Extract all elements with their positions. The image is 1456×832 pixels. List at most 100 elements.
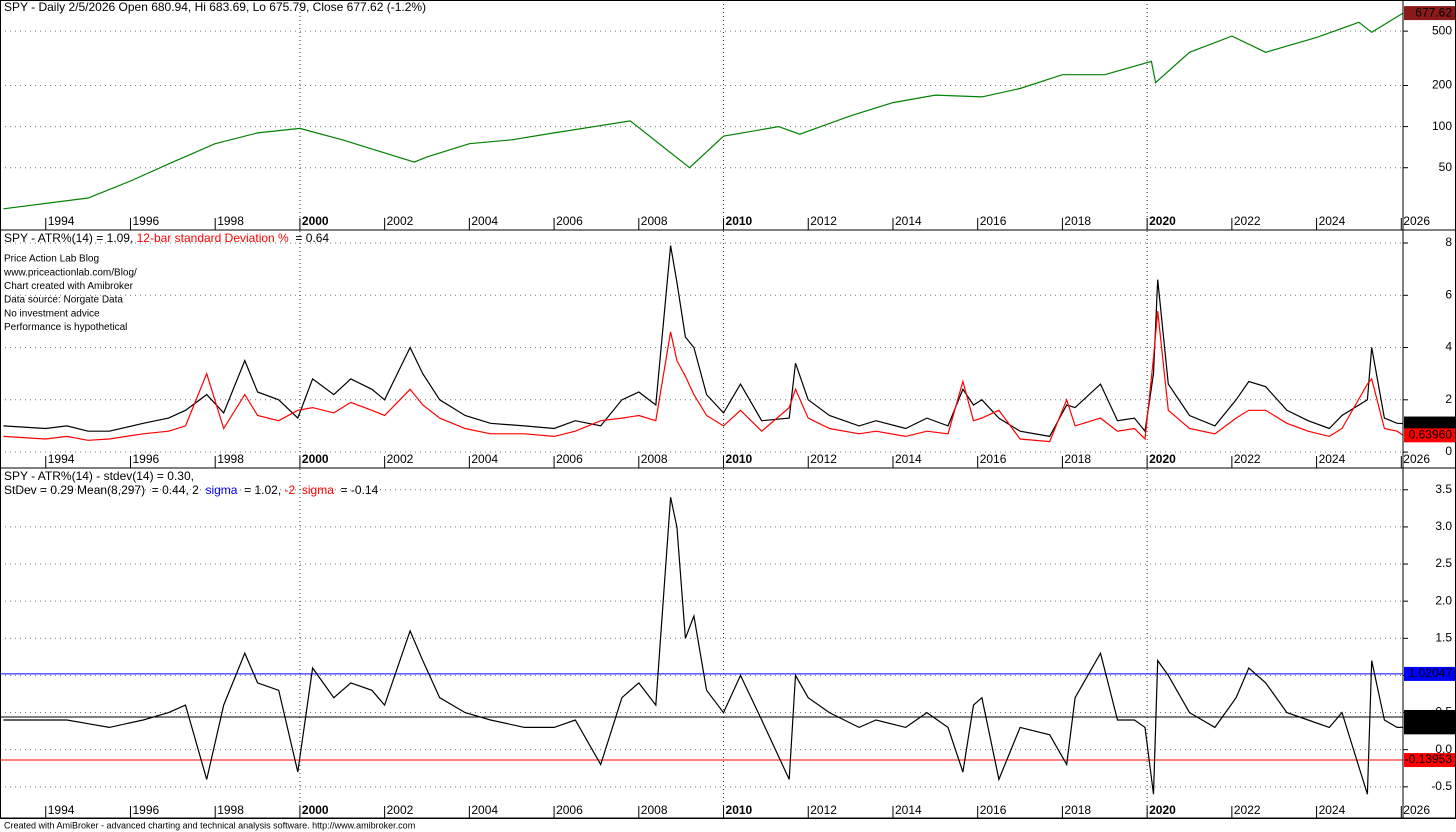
x-tick-label: 1996 [132,803,159,817]
title-part: StDev = 0.29 Mean(8,297) = 0.44, 2 [4,483,205,497]
x-tick-label: 2000 [302,214,329,228]
x-tick-label: 2014 [895,452,922,466]
y-tick-label: 500 [1432,23,1452,37]
value-box-label: -0.13953 [1405,752,1453,766]
value-box [1404,428,1455,443]
y-tick-label: 3.5 [1435,482,1452,496]
x-tick-label: 2012 [810,214,837,228]
y-tick-label: 8 [1445,235,1452,249]
x-tick-label: 2008 [641,803,668,817]
y-tick-label: 4 [1445,340,1452,354]
title-part: SPY - ATR%(14) - stdev(14) = 0.30, [4,469,194,483]
panel: 50 100 200 500 1994 1996 1998 2000 2002 2004 2006 2… [0,0,1456,231]
series-line [3,497,1404,795]
panel-title: SPY - Daily 2/5/2026 Open 680.94, Hi 683… [4,0,426,14]
value-box-label: 1.02047 [1409,666,1453,680]
footer: Created with AmiBroker - advanced charti… [4,820,415,830]
series-line [3,310,1404,443]
x-tick-label: 2020 [1149,214,1176,228]
title-part: -2 sigma [285,483,335,497]
x-tick-label: 2002 [387,214,414,228]
x-tick-label: 2010 [726,452,753,466]
value-box-label: 1.09143 [1409,416,1453,430]
x-tick-label: 2022 [1234,803,1261,817]
y-tick-label: 2.0 [1435,593,1452,607]
x-tick-label: 2016 [980,803,1007,817]
x-tick-label: 1996 [132,452,159,466]
y-tick-label: 2 [1445,392,1452,406]
series-line [3,12,1404,210]
panel: 0 2 4 6 8 1994 1996 1998 2000 2002 2004 2006 2008 201… [0,231,1456,469]
x-tick-label: 2016 [980,452,1007,466]
note: No investment advice [4,308,100,319]
y-tick-label: 200 [1432,78,1452,92]
y-tick-label: 0 [1445,444,1452,458]
x-tick-label: 2006 [556,214,583,228]
value-box-label: 0.63960 [1409,428,1453,442]
x-tick-label: 1994 [48,214,75,228]
x-tick-label: 1994 [48,803,75,817]
x-tick-label: 2002 [387,803,414,817]
value-box [1404,6,1455,21]
x-tick-label: 2010 [726,803,753,817]
x-tick-label: 2008 [641,452,668,466]
x-tick-label: 1998 [217,452,244,466]
x-tick-label: 2002 [387,452,414,466]
x-tick-label: 2014 [895,214,922,228]
x-tick-label: 2010 [726,214,753,228]
value-box-label: 0.44046 [1409,709,1453,723]
value-box [1404,720,1455,735]
title-part: = 1.02, [237,483,284,497]
y-tick-label: 2.5 [1435,556,1452,570]
panel: -0.50.00.51.01.52.02.53.03.5199419961998… [0,469,1456,819]
y-tick-label: 1.5 [1435,630,1452,644]
y-tick-label: 6 [1445,287,1452,301]
title-part: SPY - Daily 2/5/2026 Open 680.94, Hi 683… [4,0,426,14]
panel-title: SPY - ATR%(14) = 1.09, 12-bar standard D… [4,231,329,245]
y-tick-label: 3.0 [1435,519,1452,533]
x-tick-label: 1998 [217,214,244,228]
x-tick-label: 1994 [48,452,75,466]
x-tick-label: 2024 [1319,452,1346,466]
x-tick-label: 2018 [1064,214,1091,228]
y-tick-label: 100 [1432,119,1452,133]
y-tick-label: 50 [1439,160,1453,174]
x-tick-label: 1996 [132,214,159,228]
title-part: SPY - ATR%(14) = 1.09, [4,231,137,245]
x-tick-label: 2022 [1234,452,1261,466]
x-tick-label: 2000 [302,803,329,817]
x-tick-label: 2026 [1403,803,1430,817]
x-tick-label: 2008 [641,214,668,228]
value-box-label: 677.62 [1415,5,1452,19]
x-tick-label: 2020 [1149,452,1176,466]
y-tick-label: -0.5 [1431,779,1452,793]
x-tick-label: 2018 [1064,452,1091,466]
x-tick-label: 2000 [302,452,329,466]
panel-title: SPY - ATR%(14) - stdev(14) = 0.30, [4,469,194,483]
panel-title: StDev = 0.29 Mean(8,297) = 0.44, 2 sigma… [4,483,379,497]
note: Chart created with Amibroker [4,281,134,292]
x-tick-label: 2004 [471,214,498,228]
value-box [1404,666,1455,681]
x-tick-label: 2018 [1064,803,1091,817]
x-tick-label: 2026 [1403,214,1430,228]
x-tick-label: 1998 [217,803,244,817]
x-tick-label: 2014 [895,803,922,817]
x-tick-label: 2020 [1149,803,1176,817]
x-tick-label: 2006 [556,803,583,817]
y-tick-label: 0.0 [1435,742,1452,756]
value-box-label: 0.30099 [1409,720,1453,734]
x-tick-label: 2004 [471,452,498,466]
x-tick-label: 2022 [1234,214,1261,228]
series-line [3,245,1404,438]
x-tick-label: 2024 [1319,803,1346,817]
value-box [1404,753,1455,768]
note: Price Action Lab Blog [4,254,99,265]
title-part: = -0.14 [334,483,379,497]
note: Performance is hypothetical [4,322,127,333]
x-tick-label: 2012 [810,803,837,817]
value-box [1404,416,1455,431]
